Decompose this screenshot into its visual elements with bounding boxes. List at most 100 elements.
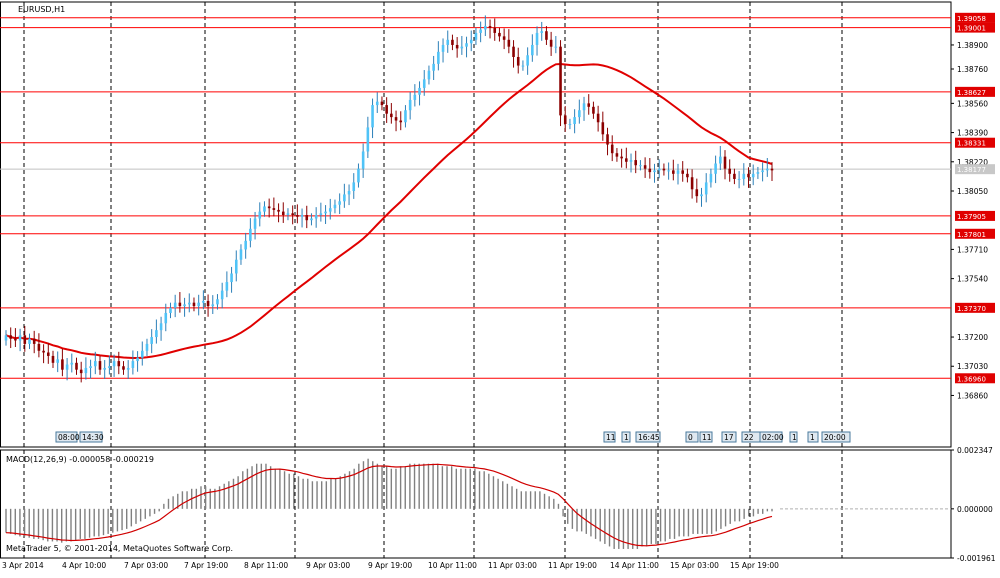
- candle-bull: [582, 103, 586, 111]
- time-tag: [807, 431, 819, 443]
- candle-bear: [681, 170, 685, 174]
- candle-bull: [676, 170, 680, 174]
- candle-bull: [183, 304, 186, 307]
- candle-bull: [737, 178, 741, 180]
- candle-bull: [249, 228, 252, 241]
- time-tag: [621, 431, 631, 443]
- candle-bull: [145, 343, 149, 351]
- time-axis-label: 9 Apr 19:00: [368, 561, 412, 570]
- time-tag-label: 0: [688, 433, 693, 442]
- time-axis-label: 11 Apr 03:00: [488, 561, 537, 570]
- candle-bull: [704, 182, 708, 195]
- candle-bear: [512, 46, 515, 57]
- candle-bull: [164, 312, 168, 324]
- time-tag-label: 22: [744, 433, 754, 442]
- candle-bull: [65, 364, 69, 370]
- candle-bear: [14, 338, 17, 341]
- candle-bear: [206, 300, 210, 307]
- candle-bear: [23, 335, 27, 344]
- candle-bear: [267, 206, 271, 209]
- candle-bear: [615, 153, 619, 157]
- candle-bear: [394, 117, 398, 121]
- price-tick-label: 1.37540: [957, 275, 988, 284]
- candle-bull: [700, 194, 703, 197]
- candle-bear: [634, 160, 638, 166]
- candle-bull: [469, 39, 473, 44]
- candle-bull: [535, 32, 539, 45]
- price-tick-label: 1.37710: [957, 245, 988, 254]
- candle-bull: [427, 70, 431, 80]
- moving-average-line: [5, 62, 773, 359]
- candle-bull: [629, 160, 633, 162]
- price-tick-label: 1.38220: [957, 158, 988, 167]
- price-tick-label: 1.38050: [957, 187, 988, 196]
- candle-bear: [37, 343, 41, 351]
- candle-bear: [296, 215, 299, 217]
- time-axis-label: 4 Apr 10:00: [62, 561, 106, 570]
- candle-bear: [493, 27, 497, 33]
- candle-bear: [545, 31, 548, 40]
- candle-bear: [79, 369, 83, 374]
- candle-bear: [451, 39, 454, 45]
- time-tag-label: 11: [606, 433, 616, 442]
- candle-bull: [375, 101, 379, 106]
- candle-bear: [686, 173, 689, 178]
- candle-bull: [159, 323, 163, 331]
- candle-bull: [352, 182, 356, 191]
- line-price-label: 1.37905: [957, 213, 986, 221]
- candle-bull: [653, 170, 656, 173]
- line-price-label: 1.37370: [957, 305, 986, 313]
- time-tag-label: 16:45: [638, 433, 660, 442]
- candle-bear: [47, 352, 50, 356]
- candle-bull: [404, 110, 407, 123]
- time-tag: [789, 431, 798, 443]
- candle-bull: [709, 173, 713, 183]
- candle-bull: [258, 211, 262, 219]
- candle-bull: [253, 218, 257, 229]
- macd-label: MACD(12,26,9) -0.000058 -0.000219: [6, 455, 154, 464]
- candle-bull: [521, 65, 525, 67]
- candle-bear: [455, 44, 459, 49]
- candle-bear: [390, 113, 393, 118]
- candle-bull: [465, 43, 468, 47]
- candle-bear: [563, 115, 567, 124]
- macd-pane-frame: [0, 449, 952, 559]
- price-tick-label: 1.38900: [957, 41, 988, 50]
- line-price-label: 1.38627: [957, 89, 986, 97]
- candle-bull: [234, 259, 238, 274]
- time-tag: [699, 431, 713, 443]
- price-tick-label: 1.37030: [957, 362, 988, 371]
- candle-bull: [220, 290, 224, 300]
- candle-bull: [408, 99, 412, 111]
- chart-title: EURUSD,H1: [18, 5, 65, 14]
- macd-tick-label: 0.002347: [957, 446, 993, 455]
- candle-bull: [474, 32, 478, 40]
- candle-bull: [761, 170, 764, 173]
- candle-bull: [432, 63, 435, 71]
- current-price-label: 1.38177: [957, 166, 986, 174]
- time-tag-label: 08:00: [58, 433, 80, 442]
- line-price-label-bg: [955, 86, 995, 97]
- candle-bull: [225, 282, 229, 291]
- candle-bull: [343, 194, 346, 202]
- price-tick-label: 1.37200: [957, 333, 988, 342]
- candle-bear: [488, 26, 492, 28]
- candle-bear: [380, 101, 384, 106]
- candle-bear: [516, 56, 520, 66]
- time-axis-label: 14 Apr 11:00: [610, 561, 659, 570]
- candle-bull: [418, 87, 421, 95]
- candle-bear: [662, 168, 666, 171]
- time-tag: [635, 431, 661, 443]
- candle-bull: [639, 165, 642, 167]
- candle-bull: [93, 361, 97, 367]
- candle-bull: [667, 170, 670, 172]
- candle-bull: [319, 213, 323, 216]
- candle-bull: [56, 359, 59, 363]
- candle-bear: [592, 106, 595, 114]
- candle-bull: [361, 151, 365, 169]
- candle-bull: [314, 215, 318, 219]
- candle-bull: [437, 51, 440, 64]
- candle-bear: [98, 361, 102, 370]
